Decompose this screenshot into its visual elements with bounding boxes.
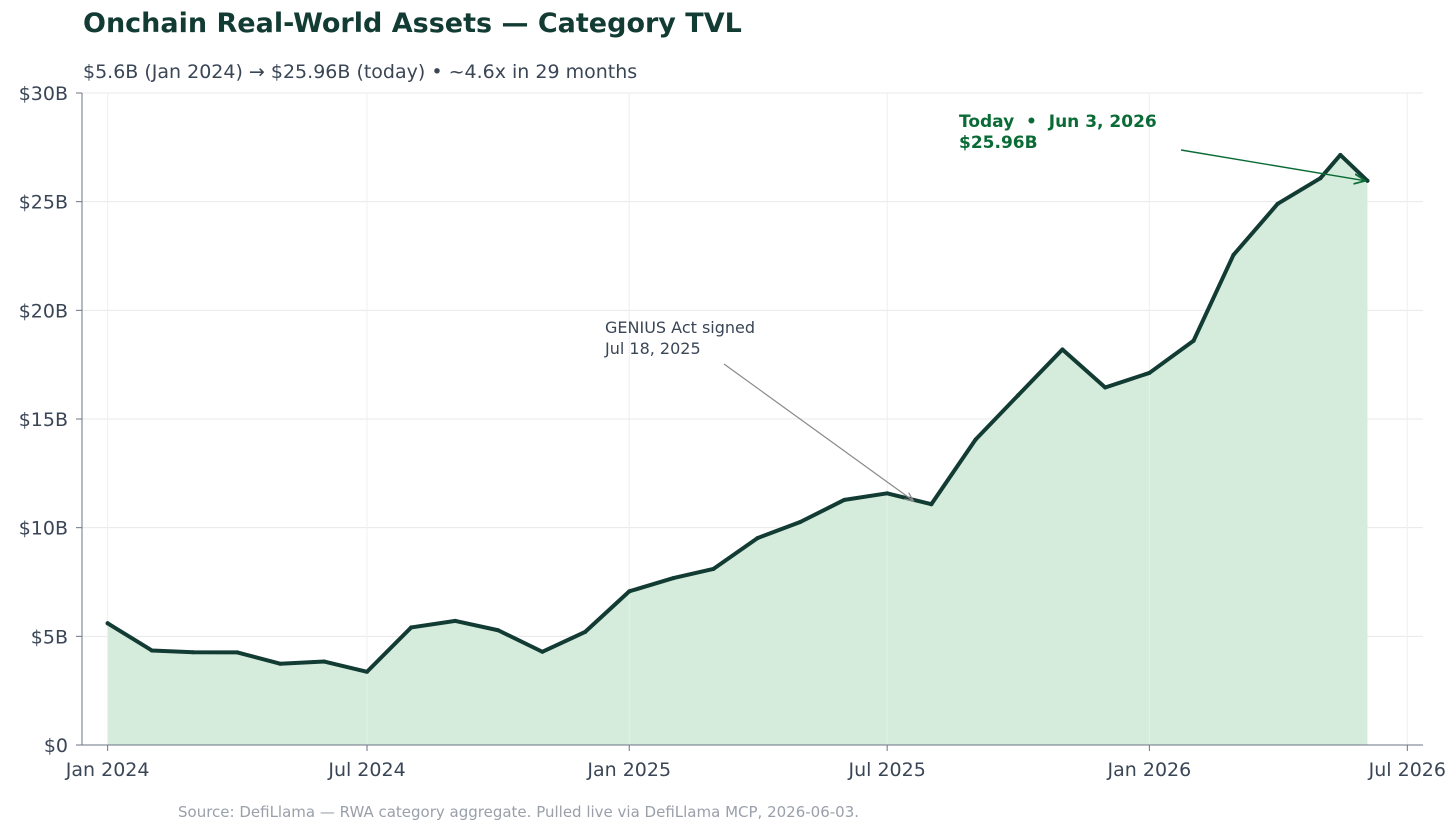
y-tick-label: $25B	[19, 192, 68, 214]
data-point	[671, 576, 676, 581]
chart-subtitle: $5.6B (Jan 2024) → $25.96B (today) • ~4.…	[83, 61, 638, 83]
data-point	[1365, 178, 1370, 183]
data-point	[191, 650, 196, 655]
data-point	[627, 589, 632, 594]
data-point	[798, 520, 803, 525]
x-tick-label: Jul 2025	[848, 759, 926, 781]
data-point	[278, 661, 283, 666]
data-point	[322, 659, 327, 664]
data-point	[453, 618, 458, 623]
data-point	[409, 625, 414, 630]
data-point	[105, 621, 110, 626]
x-tick-label: Jan 2026	[1107, 759, 1192, 781]
today-annotation-label: $25.96B	[959, 133, 1038, 153]
genius-act-annotation-label: Jul 18, 2025	[604, 339, 701, 358]
data-point	[929, 502, 934, 507]
y-tick-label: $5B	[31, 626, 68, 648]
data-point	[1147, 370, 1152, 375]
source-footer: Source: DefiLlama — RWA category aggrega…	[178, 803, 860, 821]
data-point	[235, 650, 240, 655]
y-tick-label: $30B	[19, 83, 68, 105]
data-point	[1103, 385, 1108, 390]
data-point	[842, 497, 847, 502]
y-tick-label: $20B	[19, 300, 68, 322]
data-point	[1231, 252, 1236, 257]
data-point	[973, 437, 978, 442]
tvl-area-fill	[107, 154, 1368, 745]
data-point	[1191, 338, 1196, 343]
data-point	[1060, 347, 1065, 352]
data-point	[885, 491, 890, 496]
data-point	[496, 628, 501, 633]
x-tick-label: Jan 2024	[65, 759, 150, 781]
y-tick-label: $10B	[19, 518, 68, 540]
chart-title: Onchain Real-World Assets — Category TVL	[83, 8, 742, 39]
data-point	[1338, 152, 1343, 157]
data-point	[1275, 201, 1280, 206]
y-tick-label: $0	[44, 735, 68, 757]
genius-act-arrow	[723, 363, 913, 501]
data-point	[711, 566, 716, 571]
today-annotation-label: Today • Jun 3, 2026	[959, 112, 1157, 132]
data-point	[583, 629, 588, 634]
data-point	[540, 649, 545, 654]
data-point	[1318, 176, 1323, 181]
genius-act-annotation-label: GENIUS Act signed	[605, 318, 755, 337]
data-point	[755, 536, 760, 541]
today-arrow	[1180, 149, 1365, 181]
y-tick-label: $15B	[19, 409, 68, 431]
x-tick-label: Jul 2024	[327, 759, 405, 781]
x-tick-label: Jul 2026	[1368, 759, 1446, 781]
x-tick-label: Jan 2025	[586, 759, 671, 781]
data-point	[365, 669, 370, 674]
data-point	[149, 648, 154, 653]
data-point	[1016, 393, 1021, 398]
